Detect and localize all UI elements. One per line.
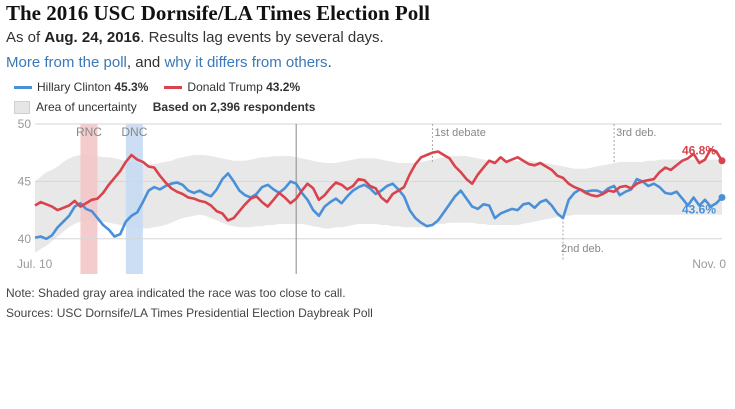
note-sources: Sources: USC Dornsife/LA Times President… <box>6 306 373 320</box>
legend-trump-label: Donald Trump <box>187 80 263 94</box>
respondents-count: Based on 2,396 respondents <box>152 100 316 114</box>
chart-title: The 2016 USC Dornsife/LA Times Election … <box>6 1 430 25</box>
link-separator: , and <box>126 54 161 71</box>
legend-clinton-label: Hillary Clinton <box>37 80 112 94</box>
legend-uncertainty: Area of uncertainty Based on 2,396 respo… <box>14 100 315 114</box>
x-label-start: Jul. 10 <box>17 257 53 271</box>
event-band-dnc <box>125 124 143 274</box>
subtitle-date: Aug. 24, 2016 <box>44 29 141 46</box>
x-label-end: Nov. 0 <box>692 257 726 271</box>
poll-links: More from the poll, and why it differs f… <box>6 54 332 71</box>
event-band-rnc <box>80 124 98 274</box>
end-label-clinton: 43.6% <box>682 202 716 216</box>
legend-uncertainty-label: Area of uncertainty <box>36 100 137 114</box>
link-end: . <box>327 54 332 71</box>
event-label-rnc: RNC <box>76 125 102 139</box>
subtitle: As of Aug. 24, 2016. Results lag events … <box>6 29 384 46</box>
legend-trump-value: 43.2% <box>266 80 301 94</box>
end-dot-trump <box>718 157 726 165</box>
series-line-trump <box>34 148 724 222</box>
y-tick-50: 50 <box>18 117 32 131</box>
poll-line-chart: RNC DNC 40 45 50 1st debate 2nd deb. 3rd deb. 43… <box>17 117 726 274</box>
more-from-poll-link[interactable]: More from the poll <box>6 54 127 71</box>
subtitle-prefix: As of <box>6 29 41 46</box>
legend-candidates: Hillary Clinton 45.3% Donald Trump 43.2% <box>14 80 300 94</box>
y-tick-40: 40 <box>18 232 32 246</box>
trump-swatch <box>164 85 183 89</box>
end-label-trump: 46.8% <box>682 144 716 158</box>
legend-clinton-value: 45.3% <box>114 80 149 94</box>
uncertainty-area <box>35 153 722 253</box>
uncertainty-swatch <box>14 100 30 114</box>
event-label-1st-debate: 1st debate <box>434 127 485 139</box>
event-label-3rd-deb-: 3rd deb. <box>616 127 656 139</box>
event-label-2nd-deb-: 2nd deb. <box>561 243 604 255</box>
y-tick-45: 45 <box>18 174 32 188</box>
note-shaded: Note: Shaded gray area indicated the rac… <box>6 286 346 300</box>
why-differs-link[interactable]: why it differs from others <box>164 54 328 71</box>
event-label-dnc: DNC <box>121 125 147 139</box>
subtitle-suffix: . Results lag events by several days. <box>140 29 384 46</box>
clinton-swatch <box>14 85 32 89</box>
end-dot-clinton <box>718 193 726 201</box>
